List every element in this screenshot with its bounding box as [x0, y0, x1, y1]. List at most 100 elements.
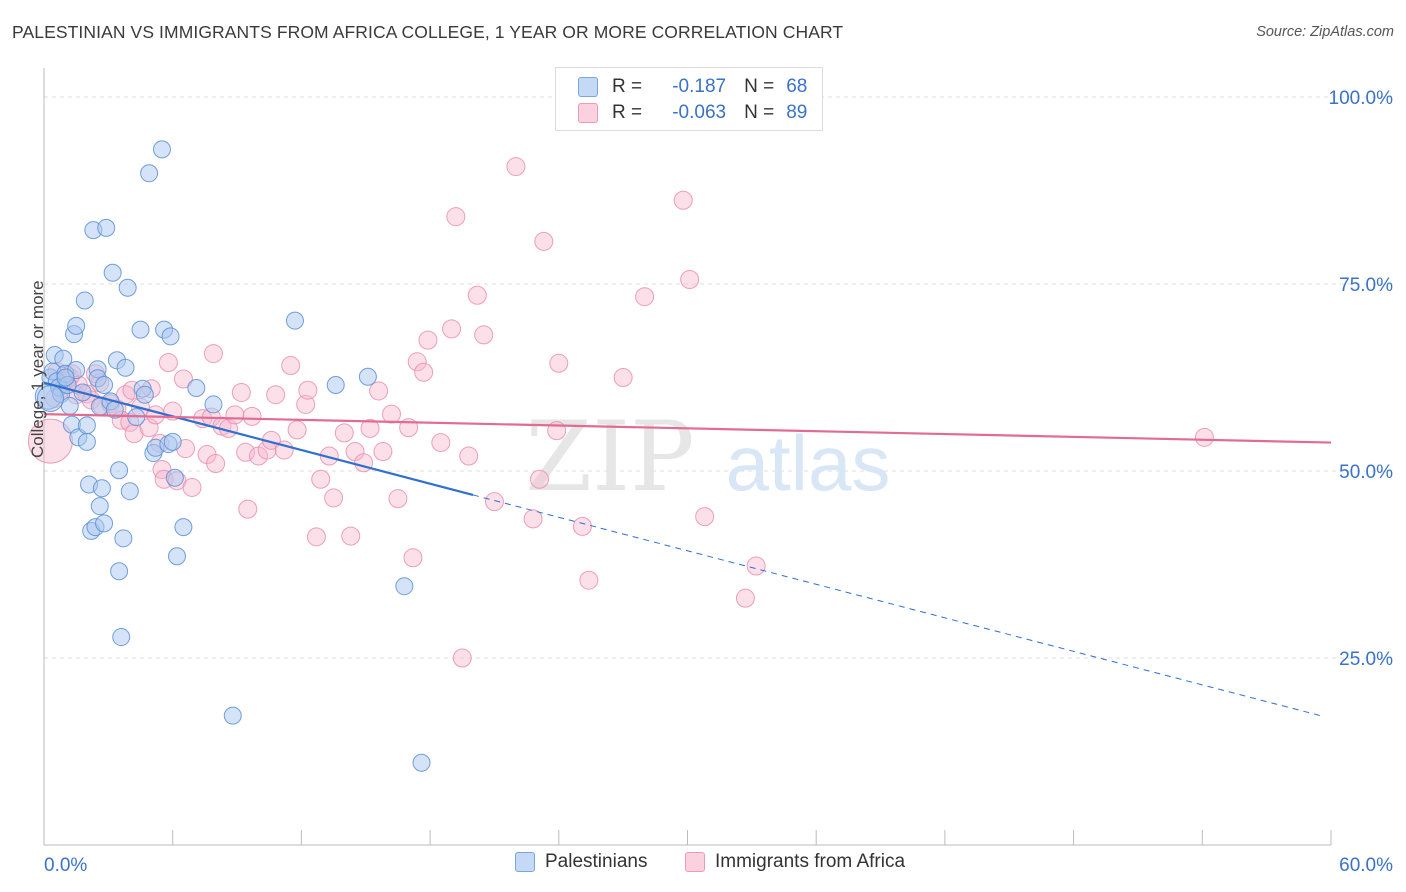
africa-swatch: [578, 103, 598, 123]
africa-point: [442, 319, 462, 339]
r-value: -0.187: [672, 76, 727, 97]
stats-row-palestinians: R = -0.187 N = 68: [578, 74, 807, 100]
y-tick-label: 100.0%: [1329, 88, 1394, 109]
n-value: 89: [786, 102, 808, 123]
africa-point: [173, 369, 193, 389]
palestinian-point: [116, 358, 135, 377]
palestinian-point: [118, 278, 137, 297]
africa-point: [152, 460, 172, 480]
africa-point: [388, 489, 408, 509]
palestinian-point: [114, 529, 133, 548]
palestinian-point: [135, 385, 154, 404]
africa-point: [529, 469, 549, 489]
africa-point: [506, 157, 526, 177]
africa-point: [287, 420, 307, 440]
y-tick-label: 25.0%: [1339, 649, 1393, 670]
palestinian-point: [110, 461, 129, 480]
palestinian-point: [187, 378, 206, 397]
africa-point: [452, 648, 472, 668]
africa-point: [182, 477, 202, 497]
chart-title: PALESTINIAN VS IMMIGRANTS FROM AFRICA CO…: [12, 22, 844, 42]
legend-label-africa: Immigrants from Africa: [715, 851, 906, 872]
africa-point: [446, 207, 466, 227]
palestinian-point: [285, 311, 304, 330]
palestinian-point: [161, 327, 180, 346]
stats-legend: R = -0.187 N = 68 R = -0.063 N = 89: [555, 67, 823, 131]
palestinian-point: [90, 497, 109, 516]
africa-point: [334, 423, 354, 443]
africa-point: [467, 285, 487, 305]
africa-point: [673, 190, 693, 210]
watermark-zip: ZIP: [525, 401, 694, 513]
africa-point: [549, 353, 569, 373]
palestinian-point: [167, 547, 186, 566]
africa-point: [225, 405, 245, 425]
palestinian-point: [95, 375, 114, 394]
africa-point: [306, 527, 326, 547]
africa-point: [373, 442, 393, 462]
palestinians-swatch: [578, 77, 598, 97]
palestinian-point: [75, 291, 94, 310]
palestinian-point: [223, 706, 242, 725]
n-value: 68: [786, 76, 808, 97]
palestinians-points: [34, 140, 431, 772]
palestinian-point: [95, 514, 114, 533]
y-axis-label: College, 1 year or more: [28, 280, 47, 458]
palestinians-trendline: [43, 381, 474, 497]
palestinian-point: [67, 316, 86, 335]
africa-point: [414, 362, 434, 382]
palestinian-point: [174, 518, 193, 537]
africa-point: [735, 588, 755, 608]
palestinian-point: [112, 628, 131, 647]
legend-item-palestinians[interactable]: Palestinians: [515, 851, 647, 873]
africa-point: [459, 446, 479, 466]
n-label: N =: [744, 76, 775, 97]
palestinian-point: [140, 164, 159, 183]
africa-point: [139, 418, 159, 438]
africa-point: [746, 556, 766, 576]
africa-trendline: [43, 413, 1332, 444]
palestinian-point: [326, 375, 345, 394]
palestinian-point: [103, 263, 122, 282]
africa-point: [281, 356, 301, 376]
immigrants-from-africa-points: [27, 157, 1214, 668]
africa-point: [403, 548, 423, 568]
africa-point: [474, 325, 494, 345]
africa-point: [484, 492, 504, 512]
y-tick-label: 50.0%: [1339, 462, 1393, 483]
palestinian-point: [77, 416, 96, 435]
africa-point: [158, 353, 178, 373]
palestinian-point: [77, 432, 96, 451]
r-label: R =: [612, 76, 643, 97]
watermark: ZIP atlas: [525, 401, 890, 513]
africa-point: [298, 380, 318, 400]
palestinian-point: [97, 218, 116, 237]
africa-point: [572, 516, 592, 536]
africa-legend-swatch: [685, 852, 705, 872]
n-label: N =: [744, 102, 775, 123]
palestinians-legend-swatch: [515, 852, 535, 872]
source-note: Source: ZipAtlas.com: [1256, 24, 1394, 40]
africa-point: [680, 270, 700, 290]
africa-point: [613, 368, 633, 387]
legend-label-palestinians: Palestinians: [545, 851, 648, 872]
trendlines: [43, 381, 1332, 717]
palestinian-point: [412, 753, 431, 772]
x-tick-label-min: 0.0%: [44, 855, 87, 876]
africa-point: [341, 526, 361, 546]
palestinian-point: [163, 432, 182, 451]
stats-row-africa: R = -0.063 N = 89: [578, 100, 807, 126]
legend-item-africa[interactable]: Immigrants from Africa: [685, 851, 905, 873]
africa-point: [407, 352, 427, 372]
axes: [43, 68, 1332, 846]
palestinian-point: [120, 482, 139, 501]
africa-point: [381, 404, 401, 424]
palestinian-point: [92, 479, 111, 498]
tick-labels: 25.0% 50.0% 75.0% 100.0% 0.0% 60.0%: [44, 88, 1393, 876]
africa-point: [274, 440, 294, 460]
gridlines: [44, 96, 1393, 659]
palestinians-trendline-extension: [472, 494, 1321, 717]
watermark-atlas: atlas: [726, 419, 891, 507]
palestinian-point: [165, 468, 184, 487]
